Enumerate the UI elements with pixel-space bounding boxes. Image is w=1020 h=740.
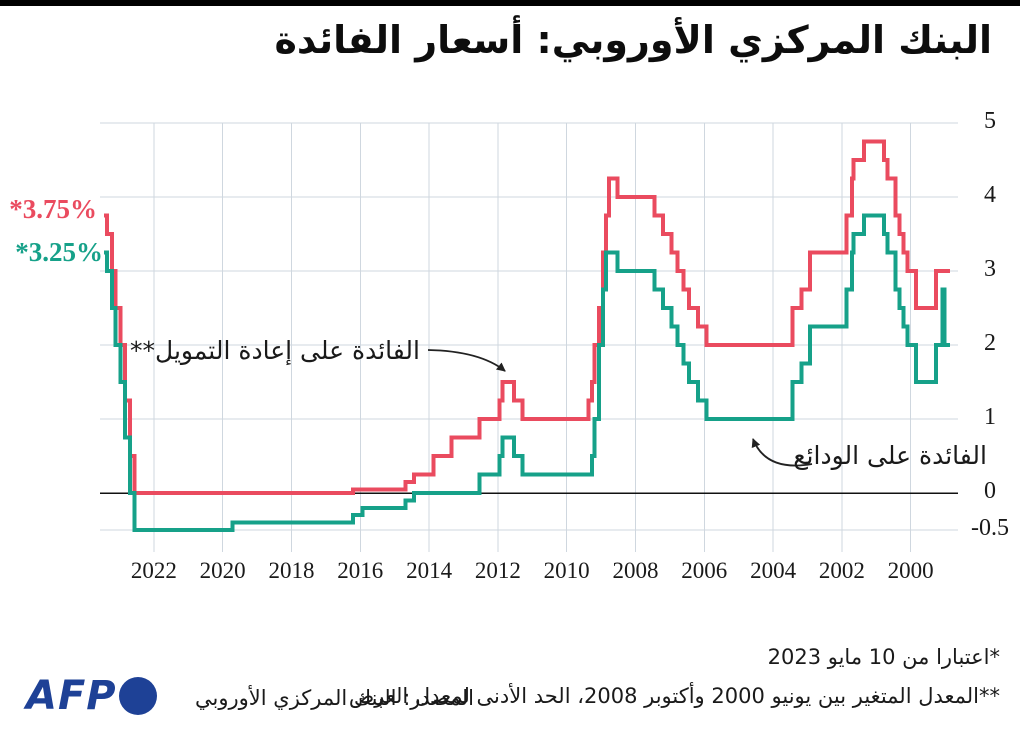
y-tick-label: 1 <box>984 404 996 430</box>
x-tick-label: 2018 <box>268 558 315 583</box>
y-tick-label: -0.5 <box>971 515 1009 541</box>
x-tick-label: 2020 <box>199 558 246 583</box>
refi-line-annotation: الفائدة على إعادة التمويل** <box>130 336 420 365</box>
rate-lines <box>104 139 951 532</box>
refi-annotation-arrow <box>427 349 506 372</box>
x-tick-label: 2002 <box>818 558 865 583</box>
page-title: البنك المركزي الأوروبي: أسعار الفائدة <box>274 18 993 62</box>
deposit-line <box>104 213 951 532</box>
x-tick-label: 2006 <box>681 558 728 583</box>
afp-logo: AFP <box>26 676 157 716</box>
x-tick-label: 2008 <box>612 558 659 583</box>
x-tick-label: 2014 <box>406 558 453 583</box>
x-tick-label: 2004 <box>750 558 797 583</box>
deposit-annotation-arrow <box>751 438 813 467</box>
x-tick-label: 2022 <box>130 558 177 583</box>
top-bar <box>0 0 1020 6</box>
deposit-line-annotation: الفائدة على الودائع <box>793 441 987 470</box>
refi-current-rate-label: *3.75% <box>9 194 97 224</box>
y-tick-label: 3 <box>984 256 996 282</box>
footnote-double-asterisk: **المعدل المتغير بين يونيو 2000 وأكتوبر … <box>348 684 1000 708</box>
x-tick-label: 2012 <box>474 558 521 583</box>
afp-logo-circle-icon <box>118 677 157 715</box>
y-tick-label: 5 <box>984 108 996 134</box>
deposit-current-rate-label: *3.25% <box>15 237 103 267</box>
afp-logo-text: AFP <box>26 673 117 719</box>
x-tick-label: 2016 <box>337 558 384 583</box>
x-tick-label: 2010 <box>543 558 590 583</box>
x-tick-label: 2000 <box>887 558 934 583</box>
y-tick-label: 0 <box>984 478 996 504</box>
refinancing-line <box>104 139 951 495</box>
source-credit: المصدر: البنك المركزي الأوروبي <box>195 686 475 710</box>
y-tick-label: 2 <box>984 330 996 356</box>
annotation-arrows <box>427 349 813 467</box>
gridlines <box>100 122 958 552</box>
y-tick-label: 4 <box>984 182 996 208</box>
footnote-asterisk: *اعتبارا من 10 مايو 2023 <box>767 645 1000 669</box>
